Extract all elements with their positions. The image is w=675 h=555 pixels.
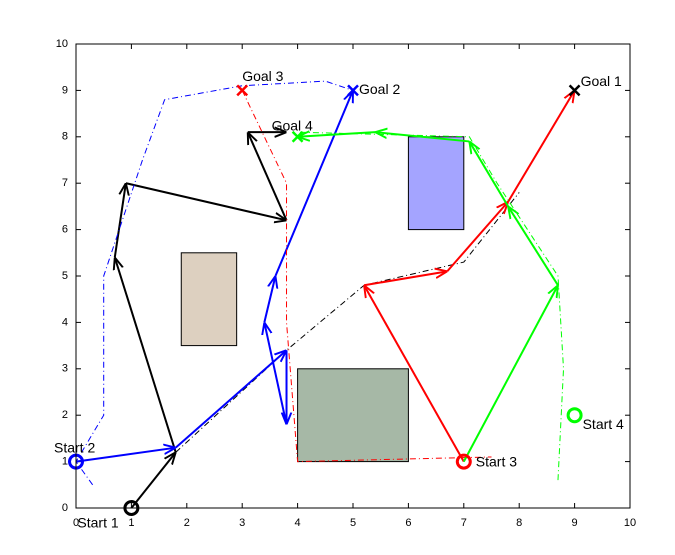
trajectory <box>297 131 565 481</box>
y-tick-label: 3 <box>62 363 68 375</box>
path-arrow <box>462 285 558 463</box>
obstacle <box>297 368 409 463</box>
y-tick-label: 4 <box>62 316 68 328</box>
path-arrow <box>75 448 176 463</box>
path-arrow <box>264 322 288 425</box>
x-tick-label: 9 <box>572 517 578 529</box>
trajectory <box>175 192 520 453</box>
start-marker <box>455 453 472 470</box>
y-tick-label: 0 <box>62 502 68 514</box>
start-label: Start 4 <box>583 416 624 432</box>
x-tick-label: 4 <box>295 517 301 529</box>
path-arrow <box>508 206 559 286</box>
path-arrow <box>115 257 177 453</box>
path-arrow <box>130 452 175 509</box>
path-arrow <box>248 132 288 221</box>
path-arrow <box>507 90 574 203</box>
axes-box <box>75 43 631 509</box>
x-tick-label: 3 <box>239 517 245 529</box>
start-marker <box>566 407 583 424</box>
x-tick-label: 1 <box>128 517 134 529</box>
goal-label: Goal 4 <box>272 118 313 134</box>
y-tick-label: 8 <box>62 131 68 143</box>
start-label: Start 1 <box>77 515 118 531</box>
y-tick-label: 6 <box>62 224 68 236</box>
goal-label: Goal 2 <box>359 81 400 97</box>
goal-label: Goal 3 <box>242 68 283 84</box>
goal-marker <box>568 84 581 97</box>
start-label: Start 3 <box>476 453 517 469</box>
path-arrow <box>469 141 509 207</box>
trajectory <box>241 90 492 463</box>
y-tick-label: 7 <box>62 177 68 189</box>
path-arrow <box>113 183 126 258</box>
path-arrow <box>375 132 470 143</box>
x-tick-label: 5 <box>350 517 356 529</box>
path-arrow <box>263 276 275 323</box>
path-arrow <box>175 350 287 449</box>
x-tick-label: 0 <box>73 517 79 529</box>
goal-label: Goal 1 <box>581 73 622 89</box>
path-arrow <box>363 271 447 287</box>
x-tick-label: 2 <box>184 517 190 529</box>
x-tick-label: 7 <box>461 517 467 529</box>
y-tick-label: 1 <box>62 456 68 468</box>
path-arrow <box>274 90 353 277</box>
obstacle <box>407 136 465 231</box>
x-tick-label: 6 <box>405 517 411 529</box>
path-arrow <box>364 285 465 463</box>
goal-marker <box>236 84 249 97</box>
path-arrow <box>125 182 287 220</box>
start-label: Start 2 <box>54 439 95 455</box>
path-arrow <box>298 132 376 137</box>
y-tick-label: 5 <box>62 270 68 282</box>
goal-marker <box>291 130 304 143</box>
y-tick-label: 9 <box>62 84 68 96</box>
y-tick-label: 2 <box>62 409 68 421</box>
trajectory <box>75 80 354 486</box>
y-tick-label: 10 <box>56 38 68 50</box>
path-arrow <box>446 202 508 273</box>
goal-marker <box>347 84 359 97</box>
x-tick-label: 8 <box>516 517 522 529</box>
x-tick-label: 10 <box>624 517 636 529</box>
obstacle <box>180 252 238 347</box>
